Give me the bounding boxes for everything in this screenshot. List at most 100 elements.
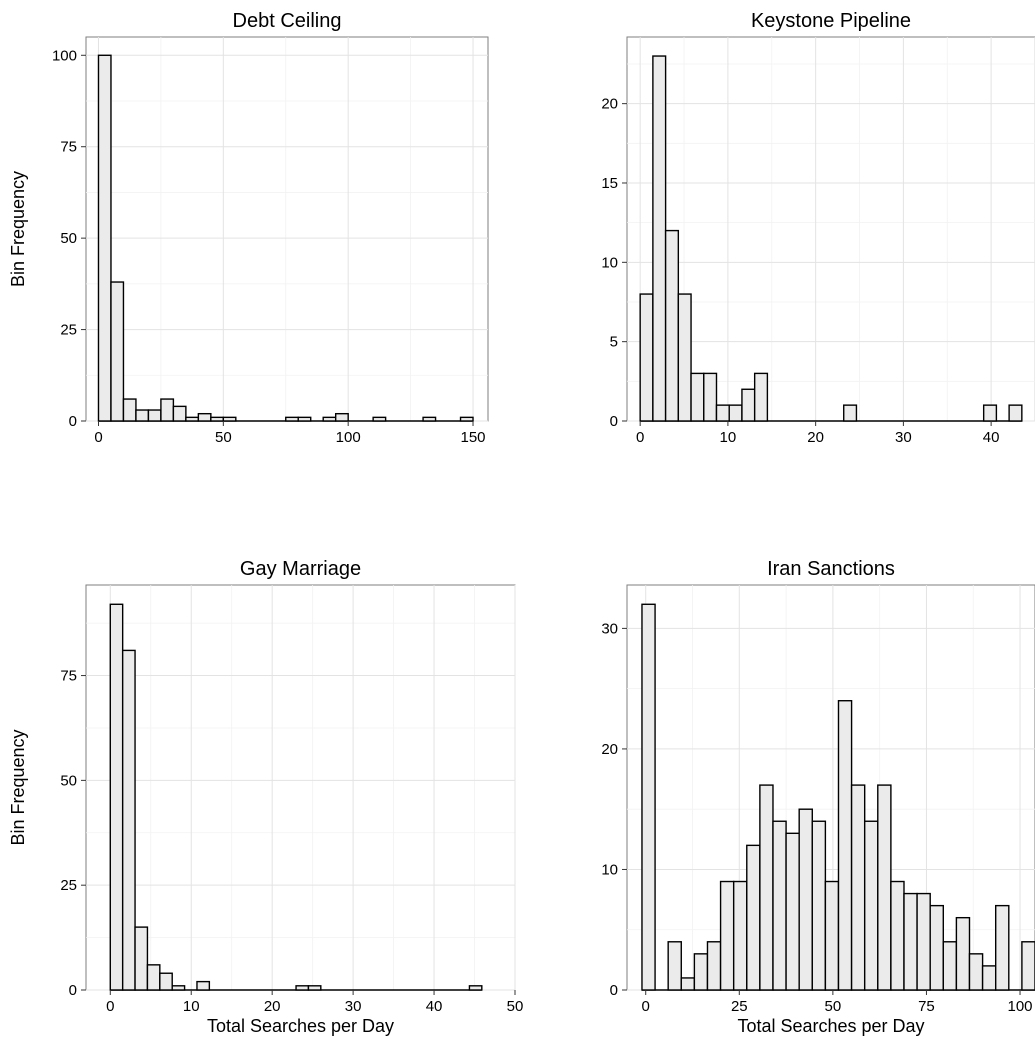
x-tick-label: 10 xyxy=(720,429,737,446)
histogram-bar xyxy=(135,409,150,422)
y-axis-title: Bin Frequency xyxy=(8,729,28,845)
x-tick-label: 20 xyxy=(264,998,281,1015)
histogram-bar xyxy=(916,892,931,991)
x-tick-label: 40 xyxy=(983,429,1000,446)
plot-area xyxy=(85,584,516,991)
y-axis-title: Bin Frequency xyxy=(8,171,28,287)
histogram-bar xyxy=(122,398,137,422)
x-tick-label: 100 xyxy=(336,429,361,446)
histogram-bar xyxy=(850,784,866,991)
x-tick-label: 150 xyxy=(461,429,486,446)
histogram-bar xyxy=(843,404,858,422)
histogram-bar xyxy=(1008,404,1023,422)
histogram-bar xyxy=(890,880,905,991)
histogram-bar xyxy=(877,784,892,991)
histogram-bar xyxy=(121,649,136,991)
histogram-bar xyxy=(459,416,474,422)
histogram-bar xyxy=(929,904,944,991)
histogram-bar xyxy=(160,398,175,422)
histogram-bar xyxy=(968,953,984,991)
histogram-bar xyxy=(664,229,680,422)
histogram-bar xyxy=(422,416,437,422)
histogram-bar xyxy=(468,985,483,991)
histogram-bar xyxy=(772,820,787,991)
y-tick-label: 25 xyxy=(60,877,77,894)
y-tick-label: 15 xyxy=(601,175,618,192)
histogram-bar xyxy=(706,941,722,991)
x-tick-label: 0 xyxy=(636,429,644,446)
x-tick-label: 75 xyxy=(918,998,935,1015)
histogram-bar xyxy=(728,404,743,422)
panel-title: Keystone Pipeline xyxy=(751,10,911,32)
histogram-bar xyxy=(903,892,918,991)
y-tick-label: 75 xyxy=(60,139,77,156)
histogram-bar xyxy=(134,926,149,991)
histogram-bar xyxy=(197,412,212,422)
histogram-bar xyxy=(837,700,853,991)
y-tick-label: 10 xyxy=(601,861,618,878)
x-tick-label: 30 xyxy=(345,998,362,1015)
x-tick-label: 100 xyxy=(1008,998,1033,1015)
y-tick-label: 30 xyxy=(601,620,618,637)
x-tick-label: 0 xyxy=(642,998,650,1015)
histogram-bar xyxy=(863,820,879,991)
y-tick-label: 0 xyxy=(69,982,77,999)
plot-area xyxy=(626,36,1035,422)
histogram-bar xyxy=(334,412,349,422)
x-tick-label: 50 xyxy=(825,998,842,1015)
histogram-bar xyxy=(285,416,299,422)
y-tick-label: 100 xyxy=(52,47,77,64)
histogram-bar xyxy=(667,941,682,991)
panel-title: Gay Marriage xyxy=(240,558,361,580)
x-axis-title: Total Searches per Day xyxy=(737,1016,924,1036)
y-tick-label: 25 xyxy=(60,322,77,339)
panel-2: 0 10 20 30 40 50 0 25 50 75 Gay Marriage Total Sear… xyxy=(8,558,523,1036)
histogram-bar xyxy=(295,985,310,991)
panel-1: 0 10 20 30 40 0 5 10 15 20 Keystone Pipeline xyxy=(601,10,1035,446)
histogram-bar xyxy=(677,293,692,422)
x-tick-label: 25 xyxy=(731,998,748,1015)
histogram-bar xyxy=(703,372,718,422)
histogram-bar xyxy=(372,416,387,422)
histogram-bar xyxy=(715,404,730,422)
y-tick-label: 20 xyxy=(601,96,618,113)
x-tick-label: 20 xyxy=(807,429,824,446)
histogram-bar xyxy=(824,880,840,991)
x-tick-label: 30 xyxy=(895,429,912,446)
histogram-bar xyxy=(210,416,225,422)
histogram-bar xyxy=(222,416,237,422)
histogram-bar xyxy=(110,281,125,422)
histogram-bar xyxy=(741,388,756,422)
histogram-bar xyxy=(109,603,124,991)
histogram-bar xyxy=(955,916,971,991)
histogram-bar xyxy=(785,832,800,991)
x-tick-label: 0 xyxy=(106,998,114,1015)
x-tick-label: 0 xyxy=(94,429,102,446)
x-tick-label: 50 xyxy=(215,429,232,446)
histogram-bar xyxy=(746,844,761,991)
histogram-bar xyxy=(146,964,161,991)
panel-title: Debt Ceiling xyxy=(233,10,342,32)
histogram-bar xyxy=(147,409,162,422)
panel-title: Iran Sanctions xyxy=(767,558,895,580)
histogram-bar xyxy=(994,904,1010,991)
y-tick-label: 20 xyxy=(601,741,618,758)
histogram-bar xyxy=(171,985,186,991)
panel-0: 0 50 100 150 0 25 50 75 100 Debt Ceiling Bin Frequ… xyxy=(8,10,489,446)
x-tick-label: 10 xyxy=(183,998,200,1015)
histogram-bar xyxy=(759,784,774,991)
histogram-bar xyxy=(159,972,173,991)
panel-3: 0 25 50 75 100 0 10 20 30 Iran Sanctions Total Sea… xyxy=(601,558,1035,1036)
y-tick-label: 50 xyxy=(60,230,77,247)
x-axis-title: Total Searches per Day xyxy=(207,1016,394,1036)
y-tick-label: 5 xyxy=(610,334,618,351)
histogram-bar xyxy=(811,820,827,991)
histogram-bar xyxy=(719,880,735,991)
histogram-bar xyxy=(942,941,958,991)
x-tick-label: 50 xyxy=(507,998,524,1015)
y-tick-label: 0 xyxy=(69,413,77,430)
histogram-bar xyxy=(1021,941,1035,991)
x-tick-label: 40 xyxy=(426,998,443,1015)
histogram-bar xyxy=(690,372,705,422)
